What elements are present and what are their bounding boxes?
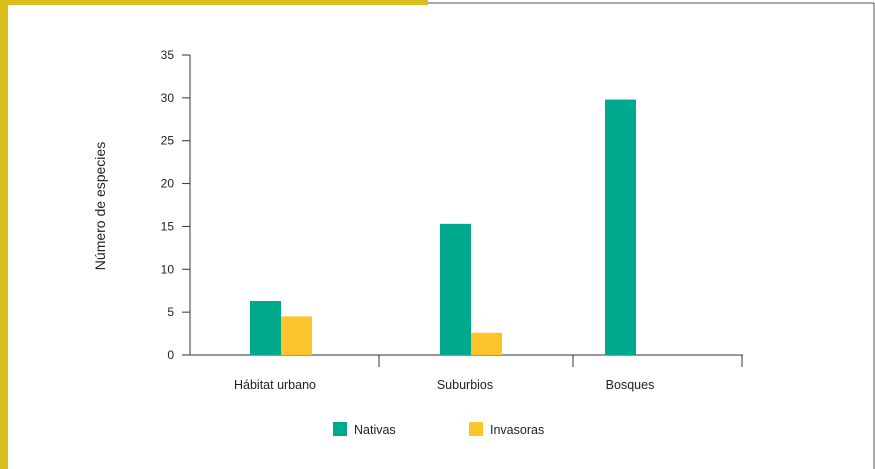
bar-chart: Número de especies 0 5 10 15 20 25 30 35 Hábita…: [92, 48, 743, 437]
y-tick-label: 5: [167, 305, 174, 319]
y-tick-label: 35: [161, 48, 175, 62]
legend-swatch-nativas: [333, 422, 347, 436]
y-tick-label: 10: [161, 262, 175, 276]
x-tick-label: Suburbios: [437, 378, 493, 392]
frame-left-accent: [0, 0, 8, 469]
bar-nativas: [440, 223, 471, 355]
y-tick-label: 0: [167, 348, 174, 362]
frame-top-accent: [0, 0, 428, 5]
legend-label-invasoras: Invasoras: [490, 423, 544, 437]
bar-invasoras: [471, 332, 502, 355]
y-tick-label: 25: [161, 134, 175, 148]
x-tick-label: Hábitat urbano: [234, 378, 316, 392]
bar-nativas: [250, 301, 281, 355]
legend-swatch-invasoras: [469, 422, 483, 436]
bars: [250, 99, 636, 355]
y-axis-ticks: 0 5 10 15 20 25 30 35: [161, 48, 190, 362]
y-tick-label: 15: [161, 219, 175, 233]
y-tick-label: 20: [161, 177, 175, 191]
y-tick-label: 30: [161, 91, 175, 105]
x-axis-ticks: Hábitat urbano Suburbios Bosques: [234, 355, 743, 392]
legend: Nativas Invasoras: [333, 422, 544, 437]
bar-invasoras: [281, 316, 312, 355]
x-tick-label: Bosques: [606, 378, 655, 392]
y-axis-label: Número de especies: [92, 142, 108, 270]
legend-label-nativas: Nativas: [354, 423, 396, 437]
bar-nativas: [605, 99, 636, 355]
